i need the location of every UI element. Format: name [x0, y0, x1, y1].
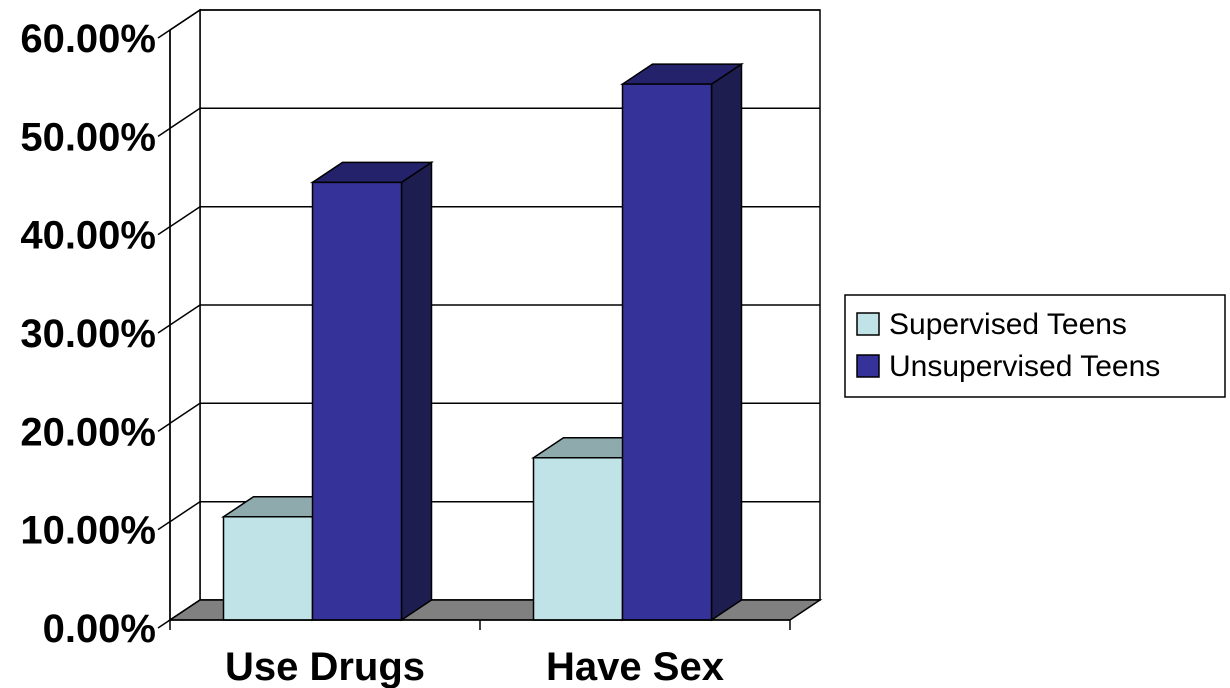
bar-front — [621, 83, 713, 621]
y-tick-label-0: 0.00% — [43, 607, 156, 651]
y-tick-label-6: 60.00% — [20, 17, 156, 61]
gridline-5 — [169, 107, 820, 129]
legend-label-0: Supervised Teens — [889, 308, 1127, 341]
gridline-4 — [169, 205, 820, 228]
y-tick-mark-5 — [157, 127, 171, 137]
y-axis-tick-labels: 0.00% 10.00% 20.00% 30.00% 40.00% 50.00% 60.00… — [20, 17, 156, 651]
legend-swatch-0 — [856, 312, 880, 336]
x-axis-tick-labels: Use Drugs Have Sex — [225, 645, 724, 688]
y-tick-label-2: 20.00% — [20, 410, 156, 454]
axes — [157, 29, 791, 630]
bar-0-1 — [310, 160, 434, 622]
x-tick-label-1: Have Sex — [546, 645, 724, 688]
y-tick-label-4: 40.00% — [20, 214, 156, 258]
bar-side — [400, 160, 433, 622]
y-tick-mark-0 — [157, 619, 171, 629]
y-tick-mark-6 — [157, 29, 171, 39]
legend-swatch-1 — [856, 354, 880, 378]
y-tick-label-3: 30.00% — [20, 312, 156, 356]
bar-front — [222, 516, 314, 621]
y-tick-mark-1 — [157, 521, 171, 531]
legend-label-1: Unsupervised Teens — [889, 350, 1160, 383]
legend: Supervised Teens Unsupervised Teens — [844, 294, 1226, 398]
y-tick-mark-4 — [157, 226, 171, 236]
bars — [221, 62, 744, 622]
y-tick-label-1: 10.00% — [20, 509, 156, 553]
gridline-3 — [169, 304, 820, 326]
gridline-6 — [169, 9, 820, 31]
x-tick-label-0: Use Drugs — [225, 645, 425, 688]
bar-front — [532, 457, 624, 621]
gridline-2 — [169, 402, 820, 424]
bar-1-1 — [620, 62, 744, 622]
y-tick-label-5: 50.00% — [20, 115, 156, 159]
y-tick-mark-3 — [157, 324, 171, 334]
y-tick-mark-2 — [157, 422, 171, 432]
bar-front — [311, 181, 403, 621]
legend-box — [844, 294, 1226, 398]
bar-side — [710, 62, 743, 622]
